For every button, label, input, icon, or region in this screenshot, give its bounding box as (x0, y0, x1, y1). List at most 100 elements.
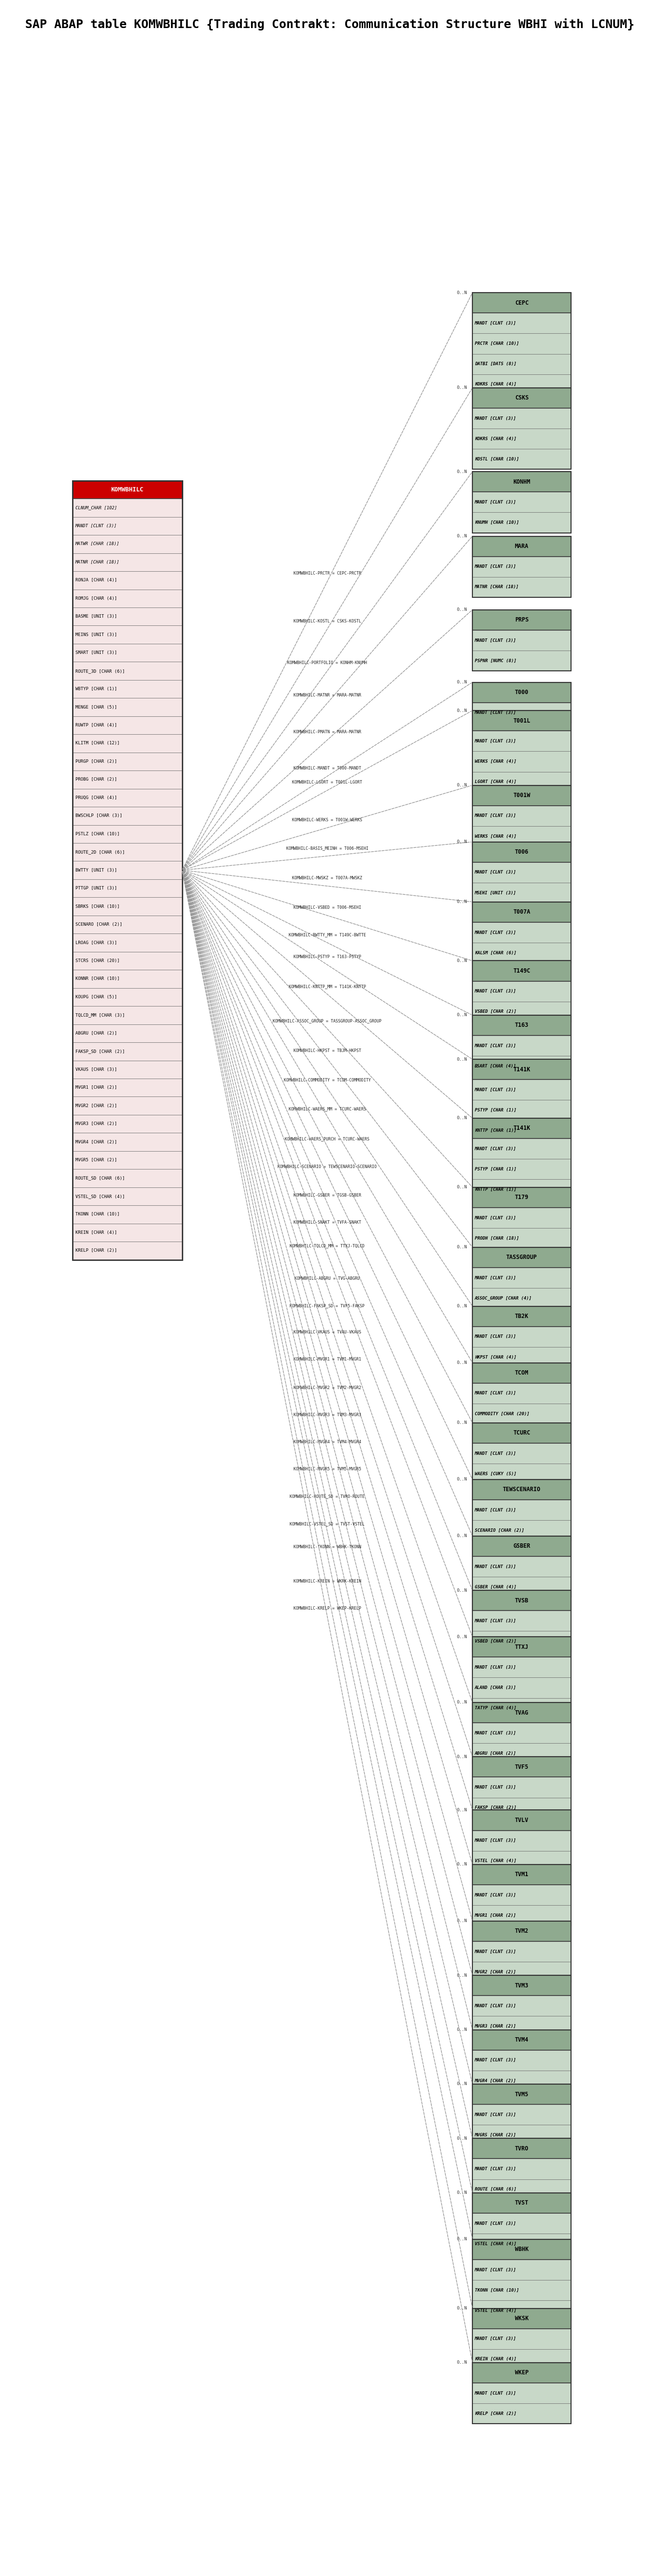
Text: MVGR1 [CHAR (2)]: MVGR1 [CHAR (2)] (75, 1084, 117, 1090)
FancyBboxPatch shape (473, 773, 571, 791)
Text: PSPNR [NUMC (8)]: PSPNR [NUMC (8)] (475, 659, 516, 662)
FancyBboxPatch shape (473, 1577, 571, 1597)
Text: BWSCHLP [CHAR (3)]: BWSCHLP [CHAR (3)] (75, 814, 122, 819)
FancyBboxPatch shape (473, 1327, 571, 1347)
Text: VSBED [CHAR (2)]: VSBED [CHAR (2)] (475, 1010, 516, 1015)
Text: 0..N: 0..N (457, 1115, 467, 1121)
Bar (473, 294, 571, 394)
Text: GSBER: GSBER (513, 1543, 531, 1548)
Bar (473, 1015, 571, 1077)
FancyBboxPatch shape (473, 961, 571, 981)
FancyBboxPatch shape (473, 1589, 571, 1610)
Text: MANDT [CLNT (3)]: MANDT [CLNT (3)] (475, 2166, 516, 2172)
Bar (473, 2192, 571, 2254)
Text: T001L: T001L (513, 719, 531, 724)
FancyBboxPatch shape (473, 1479, 571, 1499)
Text: MANDT [CLNT (3)]: MANDT [CLNT (3)] (475, 1087, 516, 1092)
FancyBboxPatch shape (73, 842, 182, 860)
Text: MANDT [CLNT (3)]: MANDT [CLNT (3)] (475, 1564, 516, 1569)
FancyBboxPatch shape (73, 734, 182, 752)
Text: FAKSP [CHAR (2)]: FAKSP [CHAR (2)] (475, 1806, 516, 1811)
Text: SMART [UNIT (3)]: SMART [UNIT (3)] (75, 652, 117, 654)
Text: KOMWBHILC-WAERS_MM = TCURC-WAERS: KOMWBHILC-WAERS_MM = TCURC-WAERS (288, 1108, 366, 1110)
Bar (473, 1636, 571, 1718)
Text: 0..N: 0..N (457, 1303, 467, 1309)
Text: MANDT [CLNT (3)]: MANDT [CLNT (3)] (475, 2004, 516, 2009)
FancyBboxPatch shape (73, 860, 182, 878)
FancyBboxPatch shape (73, 680, 182, 698)
FancyBboxPatch shape (473, 1798, 571, 1819)
FancyBboxPatch shape (473, 1677, 571, 1698)
FancyBboxPatch shape (473, 1208, 571, 1229)
FancyBboxPatch shape (73, 1061, 182, 1079)
FancyBboxPatch shape (473, 1757, 571, 1777)
FancyBboxPatch shape (73, 951, 182, 969)
Text: KNTTP [CHAR (1)]: KNTTP [CHAR (1)] (475, 1188, 516, 1193)
Text: PRPS: PRPS (515, 616, 529, 623)
Bar (73, 482, 182, 1260)
FancyBboxPatch shape (473, 611, 571, 631)
Text: KOMWBHILC-LGORT = T001L-LGORT: KOMWBHILC-LGORT = T001L-LGORT (292, 781, 362, 786)
Bar (473, 683, 571, 724)
Text: MATWR [CHAR (18)]: MATWR [CHAR (18)] (75, 541, 119, 546)
Bar (473, 902, 571, 963)
FancyBboxPatch shape (473, 2159, 571, 2179)
FancyBboxPatch shape (473, 2349, 571, 2370)
Text: KOMWBHILC-VSTEL_SD = TVST-VSTEL: KOMWBHILC-VSTEL_SD = TVST-VSTEL (290, 1522, 365, 1525)
Bar (473, 2138, 571, 2200)
Text: TCURC: TCURC (513, 1430, 531, 1437)
FancyBboxPatch shape (73, 716, 182, 734)
FancyBboxPatch shape (473, 2362, 571, 2383)
Text: PRUQG [CHAR (4)]: PRUQG [CHAR (4)] (75, 796, 117, 801)
FancyBboxPatch shape (73, 698, 182, 716)
FancyBboxPatch shape (73, 518, 182, 536)
Bar (473, 1703, 571, 1765)
FancyBboxPatch shape (473, 1036, 571, 1056)
Text: KOMWBHILC: KOMWBHILC (111, 487, 144, 492)
Text: 0..N: 0..N (457, 1589, 467, 1592)
Text: 0..N: 0..N (457, 2360, 467, 2365)
Text: 0..N: 0..N (457, 2081, 467, 2087)
FancyBboxPatch shape (473, 2050, 571, 2071)
Text: TVM3: TVM3 (515, 1984, 529, 1989)
Text: KOKRS [CHAR (4)]: KOKRS [CHAR (4)] (475, 435, 516, 440)
FancyBboxPatch shape (473, 407, 571, 428)
Text: WKSK: WKSK (515, 2316, 529, 2321)
Text: 0..N: 0..N (457, 1244, 467, 1249)
Text: MVGR4 [CHAR (2)]: MVGR4 [CHAR (2)] (475, 2079, 516, 2084)
FancyBboxPatch shape (473, 389, 571, 407)
FancyBboxPatch shape (73, 969, 182, 989)
FancyBboxPatch shape (473, 827, 571, 848)
Text: 0..N: 0..N (457, 1636, 467, 1638)
FancyBboxPatch shape (473, 1906, 571, 1927)
Text: LGORT [CHAR (4)]: LGORT [CHAR (4)] (475, 781, 516, 783)
FancyBboxPatch shape (473, 1698, 571, 1718)
FancyBboxPatch shape (473, 1865, 571, 1886)
FancyBboxPatch shape (473, 1121, 571, 1141)
Bar (473, 711, 571, 791)
Text: KOMWBHILC-BASIS_MEINH = T006-MSEHI: KOMWBHILC-BASIS_MEINH = T006-MSEHI (286, 845, 368, 850)
Text: KOMWBHILC-WAERS_PURCH = TCURC-WAERS: KOMWBHILC-WAERS_PURCH = TCURC-WAERS (285, 1136, 370, 1141)
FancyBboxPatch shape (473, 428, 571, 448)
Text: TVM1: TVM1 (515, 1870, 529, 1878)
FancyBboxPatch shape (473, 842, 571, 863)
Text: PSTYP [CHAR (1)]: PSTYP [CHAR (1)] (475, 1167, 516, 1172)
FancyBboxPatch shape (73, 590, 182, 608)
Text: PSTYP [CHAR (1)]: PSTYP [CHAR (1)] (475, 1108, 516, 1113)
Text: PURGP [CHAR (2)]: PURGP [CHAR (2)] (75, 760, 117, 762)
Bar (473, 2030, 571, 2092)
Text: T141K: T141K (513, 1066, 531, 1072)
Text: KREIN [CHAR (4)]: KREIN [CHAR (4)] (475, 2357, 516, 2362)
Text: TASSGROUP: TASSGROUP (506, 1255, 537, 1260)
Text: TTXJ: TTXJ (515, 1643, 529, 1651)
FancyBboxPatch shape (473, 1056, 571, 1077)
Text: T179: T179 (515, 1195, 529, 1200)
Text: FAKSP_SD [CHAR (2)]: FAKSP_SD [CHAR (2)] (75, 1048, 125, 1054)
Text: MEINS [UNIT (3)]: MEINS [UNIT (3)] (75, 634, 117, 636)
Text: KLITM [CHAR (12)]: KLITM [CHAR (12)] (75, 742, 119, 744)
Bar (473, 471, 571, 533)
Text: VSTEL [CHAR (4)]: VSTEL [CHAR (4)] (475, 1860, 516, 1862)
Text: TVST: TVST (515, 2200, 529, 2205)
Text: KONHM: KONHM (513, 479, 531, 484)
Text: KOMWBHILC-MVGR3 = TVM3-MVGR3: KOMWBHILC-MVGR3 = TVM3-MVGR3 (294, 1412, 361, 1417)
